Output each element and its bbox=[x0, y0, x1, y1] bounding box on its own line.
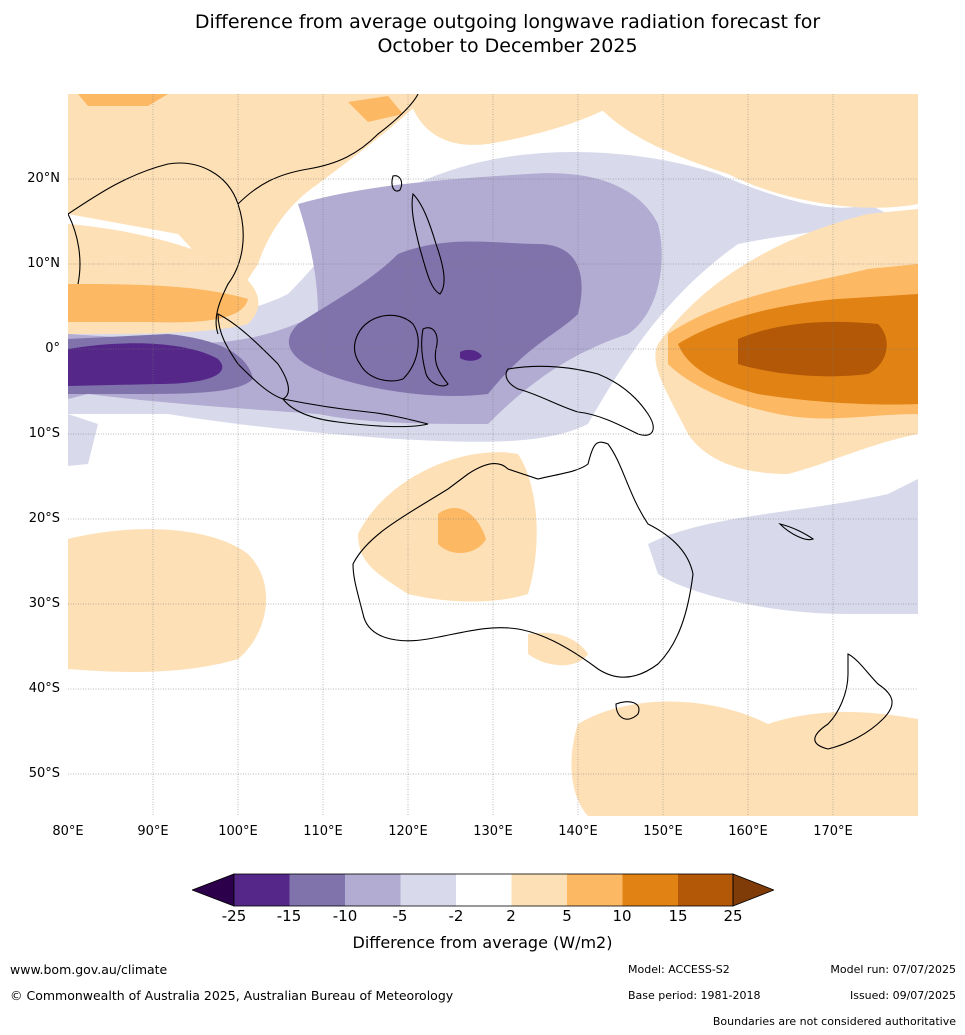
new-caledonia-coast bbox=[778, 523, 815, 541]
model-text: Model: ACCESS-S2 bbox=[628, 963, 730, 976]
map-title: Difference from average outgoing longwav… bbox=[0, 10, 965, 58]
lon-label-160e: 160°E bbox=[728, 824, 768, 839]
colorbar-bin-2 bbox=[289, 874, 345, 906]
colorbar-bin-4 bbox=[400, 874, 456, 906]
borneo-coast bbox=[353, 314, 419, 382]
taiwan-coast bbox=[391, 175, 403, 192]
colorbar-tick: -5 bbox=[392, 907, 408, 925]
colorbar-tick: -2 bbox=[448, 907, 464, 925]
graticule bbox=[68, 94, 918, 816]
sulawesi-coast bbox=[421, 327, 449, 387]
lon-label-130e: 130°E bbox=[473, 824, 513, 839]
lon-label-140e: 140°E bbox=[558, 824, 598, 839]
lon-label-110e: 110°E bbox=[303, 824, 343, 839]
colorbar-bin-5 bbox=[456, 874, 512, 906]
map-area bbox=[68, 94, 918, 816]
colorbar-bin-3 bbox=[345, 874, 401, 906]
lat-label-10s: 10°S bbox=[28, 426, 60, 441]
colorbar-tick: 5 bbox=[562, 907, 572, 925]
new-zealand-coast bbox=[814, 653, 893, 750]
colorbar-svg bbox=[190, 873, 776, 907]
colorbar bbox=[190, 873, 776, 907]
colorbar-tick: 25 bbox=[723, 907, 743, 925]
india-coast bbox=[68, 213, 81, 285]
anomaly-deep-purple bbox=[68, 343, 482, 386]
title-line-2: October to December 2025 bbox=[377, 35, 638, 57]
model-run-text: Model run: 07/07/2025 bbox=[830, 963, 956, 976]
colorbar-arrow-low bbox=[190, 873, 235, 907]
title-line-1: Difference from average outgoing longwav… bbox=[194, 11, 821, 33]
lon-label-150e: 150°E bbox=[643, 824, 683, 839]
lat-label-30s: 30°S bbox=[28, 596, 60, 611]
lon-label-100e: 100°E bbox=[218, 824, 258, 839]
lat-label-0: 0° bbox=[45, 341, 60, 356]
colorbar-bin-7 bbox=[567, 874, 623, 906]
colorbar-bin-8 bbox=[622, 874, 678, 906]
colorbar-tick: 10 bbox=[612, 907, 632, 925]
lat-label-20s: 20°S bbox=[28, 511, 60, 526]
base-period-text: Base period: 1981-2018 bbox=[628, 989, 761, 1002]
colorbar-tick: -10 bbox=[332, 907, 358, 925]
colorbar-bin-6 bbox=[511, 874, 567, 906]
lat-label-10n: 10°N bbox=[27, 256, 60, 271]
colorbar-title: Difference from average (W/m2) bbox=[352, 933, 613, 952]
disclaimer-text: Boundaries are not considered authoritat… bbox=[712, 1015, 956, 1028]
colorbar-outline bbox=[233, 873, 734, 907]
lon-label-170e: 170°E bbox=[813, 824, 853, 839]
copyright-text: © Commonwealth of Australia 2025, Austra… bbox=[10, 988, 454, 1003]
colorbar-tick: 2 bbox=[506, 907, 516, 925]
issued-text: Issued: 09/07/2025 bbox=[849, 989, 956, 1002]
lat-label-40s: 40°S bbox=[28, 681, 60, 696]
lon-label-80e: 80°E bbox=[52, 824, 84, 839]
colorbar-bin-1 bbox=[234, 874, 290, 906]
colorbar-bin-9 bbox=[678, 874, 733, 906]
colorbar-tick: -25 bbox=[221, 907, 247, 925]
anomaly-deep-orange bbox=[738, 321, 887, 377]
lat-label-50s: 50°S bbox=[28, 766, 60, 781]
lat-label-20n: 20°N bbox=[27, 171, 60, 186]
forecast-map bbox=[68, 94, 918, 816]
colorbar-tick: 15 bbox=[668, 907, 688, 925]
colorbar-tick: -15 bbox=[276, 907, 302, 925]
lon-label-120e: 120°E bbox=[388, 824, 428, 839]
philippines-coast bbox=[411, 192, 445, 295]
australia-coast bbox=[352, 441, 694, 678]
tasmania-coast bbox=[615, 701, 640, 720]
colorbar-arrow-high bbox=[732, 873, 776, 907]
lon-label-90e: 90°E bbox=[137, 824, 169, 839]
website-link[interactable]: www.bom.gov.au/climate bbox=[10, 962, 168, 977]
